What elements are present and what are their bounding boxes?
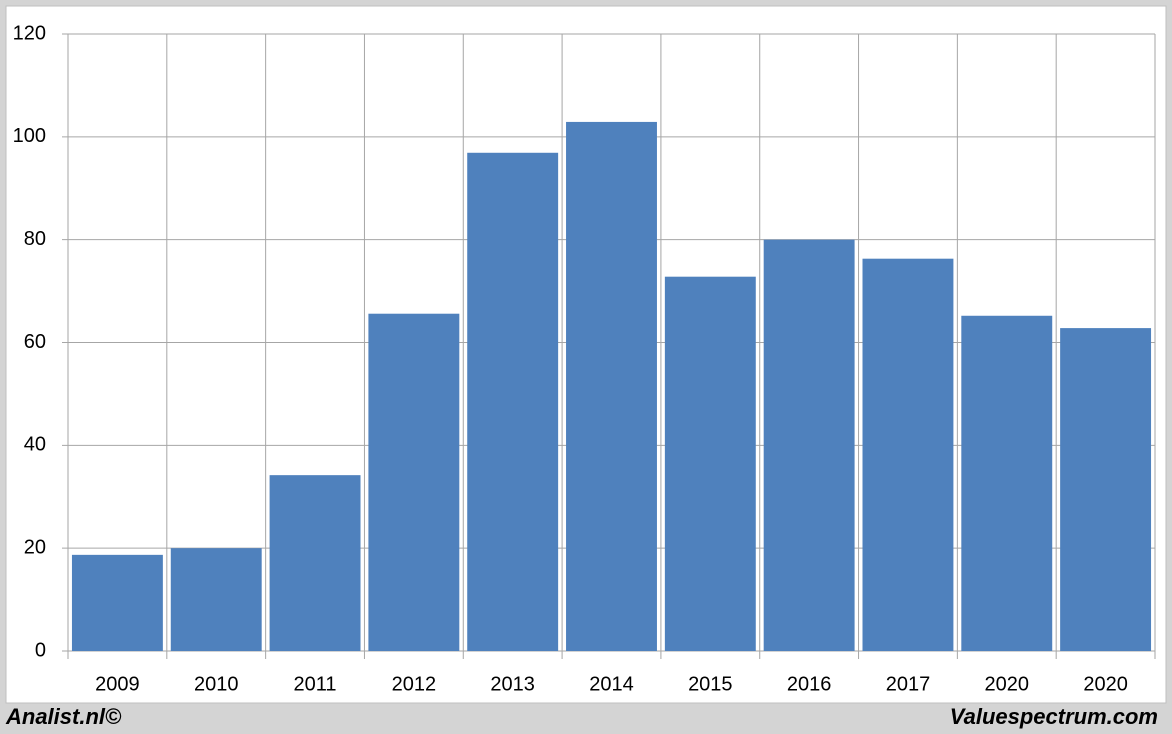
bar [269,475,361,651]
bar [862,258,954,651]
bar [763,239,855,651]
x-tick-label: 2016 [787,673,832,695]
y-tick-label: 80 [24,228,46,250]
y-tick-label: 60 [24,331,46,353]
bar [71,554,163,651]
y-tick-label: 0 [35,639,46,661]
y-tick-label: 20 [24,536,46,558]
x-tick-label: 2017 [886,673,931,695]
bar [467,152,559,651]
bar [1060,328,1152,651]
bar [566,121,657,652]
x-tick-label: 2013 [490,673,535,695]
bar [664,276,756,651]
y-tick-label: 100 [13,125,46,147]
bar [368,313,460,651]
x-tick-label: 2015 [688,673,733,695]
x-tick-label: 2020 [985,673,1030,695]
x-tick-label: 2012 [392,673,437,695]
footer-right: Valuespectrum.com [950,704,1158,729]
x-tick-label: 2020 [1083,673,1128,695]
x-tick-label: 2009 [95,673,140,695]
footer-left: Analist.nl© [5,704,122,729]
y-tick-label: 40 [24,434,46,456]
x-tick-label: 2010 [194,673,239,695]
y-tick-label: 120 [13,22,46,44]
x-tick-label: 2014 [589,673,634,695]
bar [961,315,1053,651]
x-tick-label: 2011 [294,673,337,695]
bar [170,548,262,651]
